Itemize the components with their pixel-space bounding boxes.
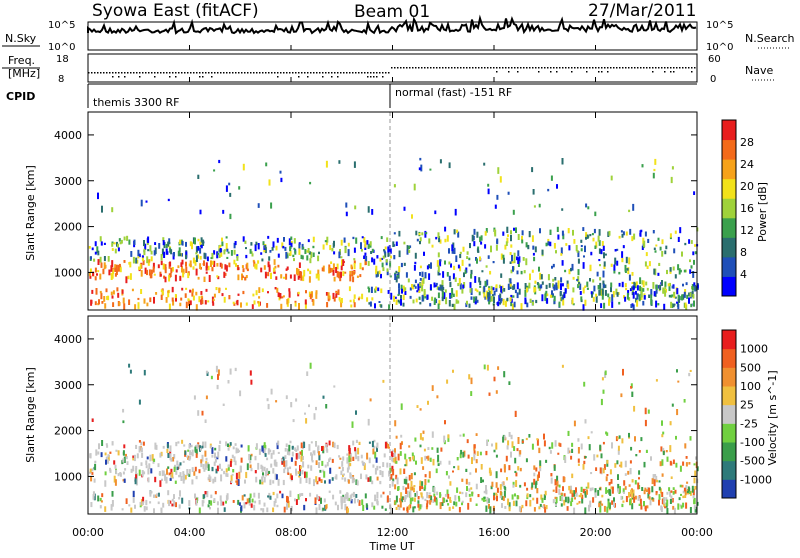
colorbar-swatch [722, 442, 736, 462]
colorbar-swatch [722, 460, 736, 480]
colorbar-swatch [722, 367, 736, 387]
freq-unit-label: [MHz] [8, 67, 40, 80]
colorbar-swatch [722, 386, 736, 406]
colorbar-swatch [722, 139, 736, 160]
cpid-mode-normal: normal (fast) -151 RF [395, 86, 512, 99]
colorbar-tick-label: 16 [740, 202, 754, 215]
y-tick-label: 1000 [54, 266, 82, 279]
date-title: 27/Mar/2011 [588, 1, 696, 21]
colorbar-tick-label: 100 [740, 380, 761, 393]
colorbar-tick-label: 25 [740, 399, 754, 412]
colorbar-swatch [722, 198, 736, 219]
beam-title: Beam 01 [354, 2, 430, 22]
y-tick-label: 3000 [54, 379, 82, 392]
x-tick-label: 20:00 [580, 526, 612, 539]
colorbar-tick-label: -100 [740, 436, 765, 449]
colorbar-tick-label: -500 [740, 455, 765, 468]
noise-left-tick-top: 10^5 [48, 20, 75, 31]
freq-left-tick-top: 18 [56, 54, 69, 65]
colorbar-tick-label: -25 [740, 417, 758, 430]
power-panel: 1000 2000 3000 4000 Slant Range [km] 28 24 20… [24, 111, 769, 311]
freq-right-tick-top: 60 [708, 54, 721, 65]
x-tick-label: 08:00 [275, 526, 307, 539]
x-tick-label: 00:00 [681, 526, 713, 539]
noise-trace [87, 14, 697, 36]
colorbar-swatch [722, 423, 736, 443]
y-tick-label: 4000 [54, 333, 82, 346]
colorbar-swatch [722, 120, 736, 141]
colorbar-tick-label: 28 [740, 136, 754, 149]
colorbar-swatch [722, 237, 736, 258]
colorbar-tick-label: 4 [740, 268, 747, 281]
colorbar-tick-label: 24 [740, 158, 754, 171]
colorbar-tick-label: 8 [740, 246, 747, 259]
x-axis-label: Time UT [368, 540, 414, 553]
freq-label: Freq. [8, 54, 35, 67]
velocity-y-ticks: 1000 2000 3000 4000 [54, 333, 697, 483]
velocity-colorbar: 1000 500 100 25 -25 -100 -500 -1000 [721, 329, 772, 499]
velocity-panel: 1000 2000 3000 4000 Slant Range [km] 1000 50… [24, 315, 779, 515]
colorbar-swatch [722, 330, 736, 350]
x-tick-label: 16:00 [478, 526, 510, 539]
colorbar-tick-label: 1000 [740, 343, 768, 356]
colorbar-swatch [722, 178, 736, 199]
x-axis: 00:00 04:00 08:00 12:00 16:00 20:00 00:00 [72, 45, 713, 539]
noise-left-tick-bottom: 10^0 [48, 42, 75, 53]
x-tick-label: 12:00 [377, 526, 409, 539]
colorbar-swatch [722, 217, 736, 238]
y-tick-label: 2000 [54, 425, 82, 438]
y-tick-label: 2000 [54, 221, 82, 234]
velocity-colorbar-label: Velocity [m s^-1] [766, 370, 779, 465]
x-tick-label: 04:00 [174, 526, 206, 539]
noise-panel: N.Sky 10^5 10^0 10^5 10^0 N.Search [2, 14, 795, 53]
colorbar-swatch [722, 348, 736, 368]
cpid-panel: CPID themis 3300 RF normal (fast) -151 R… [6, 83, 697, 109]
nave-label: Nave [745, 64, 773, 77]
power-y-ticks: 1000 2000 3000 4000 [54, 129, 697, 279]
power-y-label: Slant Range [km] [24, 165, 37, 261]
noise-search-label: N.Search [745, 32, 795, 45]
colorbar-swatch [722, 404, 736, 424]
colorbar-tick-label: 12 [740, 224, 754, 237]
velocity-scatter [89, 316, 699, 515]
noise-right-tick-bottom: 10^0 [706, 42, 733, 53]
colorbar-swatch [722, 479, 736, 499]
colorbar-swatch [722, 276, 736, 297]
freq-right-tick-bottom: 0 [710, 74, 716, 85]
colorbar-tick-label: 20 [740, 180, 754, 193]
station-title: Syowa East (fitACF) [92, 1, 259, 21]
colorbar-tick-label: 500 [740, 361, 761, 374]
power-colorbar: 28 24 20 16 12 8 4 [721, 119, 754, 297]
power-scatter [88, 112, 699, 311]
freq-left-tick-bottom: 8 [58, 74, 64, 85]
colorbar-tick-label: -1000 [740, 473, 772, 486]
freq-dots [88, 67, 696, 78]
x-tick-label: 00:00 [72, 526, 104, 539]
velocity-y-label: Slant Range [km] [24, 367, 37, 463]
colorbar-swatch [722, 159, 736, 180]
freq-panel: Freq. [MHz] 18 8 60 0 Nave [2, 53, 776, 85]
noise-right-tick-top: 10^5 [706, 20, 733, 31]
colorbar-swatch [722, 256, 736, 277]
y-tick-label: 4000 [54, 129, 82, 142]
cpid-mode-themis: themis 3300 RF [93, 96, 180, 109]
power-colorbar-label: Power [dB] [756, 182, 769, 242]
cpid-label: CPID [6, 90, 35, 103]
y-tick-label: 3000 [54, 175, 82, 188]
noise-sky-label: N.Sky [5, 32, 37, 45]
y-tick-label: 1000 [54, 470, 82, 483]
